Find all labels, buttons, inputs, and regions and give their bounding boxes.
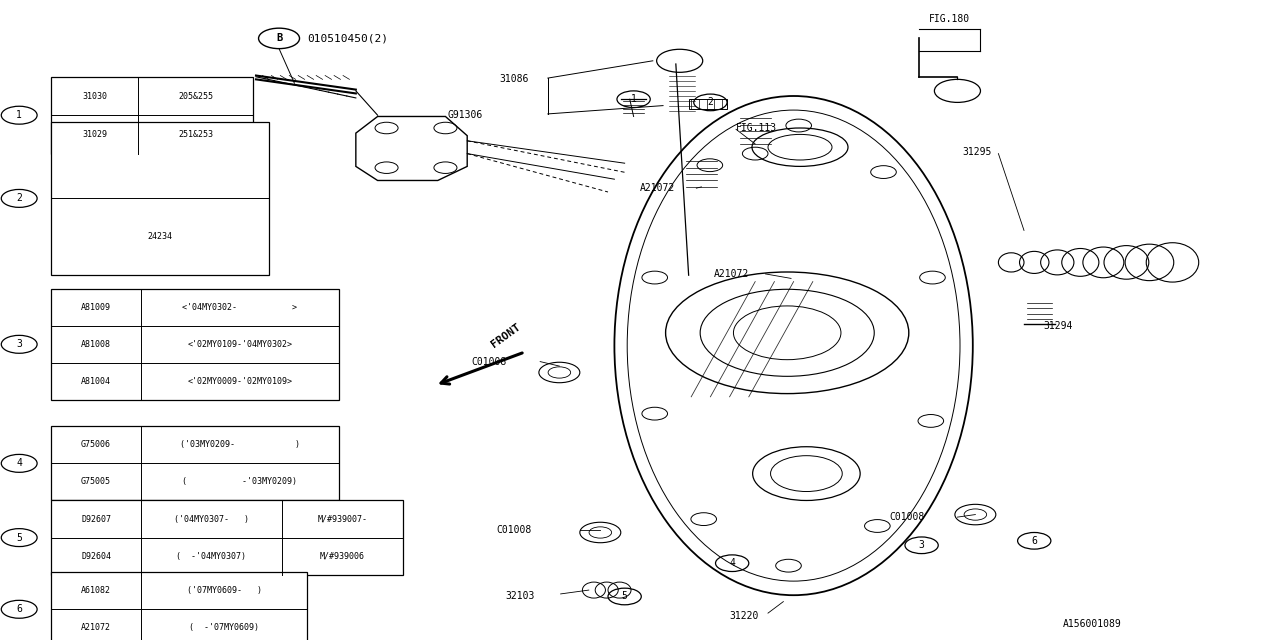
Text: C01008: C01008 [471, 356, 507, 367]
Text: 4: 4 [730, 558, 735, 568]
Text: C01008: C01008 [890, 512, 925, 522]
Bar [689, 99, 727, 109]
Text: 3: 3 [17, 339, 22, 349]
Text: 1: 1 [17, 110, 22, 120]
Text: 24234: 24234 [147, 232, 173, 241]
Text: A21072: A21072 [714, 269, 750, 279]
Text: A81004: A81004 [81, 377, 111, 386]
Text: 3: 3 [919, 540, 924, 550]
Text: FRONT: FRONT [489, 321, 522, 349]
Text: 6: 6 [17, 604, 22, 614]
Text: 5: 5 [17, 532, 22, 543]
Text: FIG.180: FIG.180 [929, 14, 970, 24]
Text: 251&253: 251&253 [178, 130, 214, 139]
Text: 1: 1 [631, 94, 636, 104]
Text: A61082: A61082 [81, 586, 111, 595]
Bar [51, 426, 339, 500]
Bar [51, 122, 269, 275]
Text: 32103: 32103 [506, 591, 535, 602]
Bar [51, 77, 253, 154]
Text: A81009: A81009 [81, 303, 111, 312]
Text: <'02MY0009-'02MY0109>: <'02MY0009-'02MY0109> [187, 377, 293, 386]
Bar [51, 500, 403, 575]
Text: G75005: G75005 [81, 477, 111, 486]
Text: 2: 2 [17, 193, 22, 204]
Bar [51, 572, 307, 640]
Text: (           -'03MY0209): ( -'03MY0209) [183, 477, 297, 486]
Text: A81008: A81008 [81, 340, 111, 349]
Text: A156001089: A156001089 [1062, 619, 1121, 629]
Text: D92604: D92604 [81, 552, 111, 561]
Text: M/#939006: M/#939006 [320, 552, 365, 561]
Text: ('03MY0209-            ): ('03MY0209- ) [180, 440, 300, 449]
Text: <'04MY0302-           >: <'04MY0302- > [183, 303, 297, 312]
Text: 31086: 31086 [499, 74, 529, 84]
Bar [51, 289, 339, 400]
Text: (  -'07MY0609): ( -'07MY0609) [189, 623, 259, 632]
Text: 31295: 31295 [963, 147, 992, 157]
Text: (  -'04MY0307): ( -'04MY0307) [177, 552, 246, 561]
Text: 4: 4 [17, 458, 22, 468]
Text: A21072: A21072 [81, 623, 111, 632]
Text: 2: 2 [708, 97, 713, 108]
Text: <'02MY0109-'04MY0302>: <'02MY0109-'04MY0302> [187, 340, 293, 349]
Text: 31029: 31029 [82, 130, 108, 139]
Text: C01008: C01008 [497, 525, 532, 535]
Text: ('07MY0609-   ): ('07MY0609- ) [187, 586, 261, 595]
Text: ('04MY0307-   ): ('04MY0307- ) [174, 515, 248, 524]
Text: 31030: 31030 [82, 92, 108, 100]
Text: G91306: G91306 [448, 110, 484, 120]
Text: B: B [276, 33, 282, 44]
Text: 31220: 31220 [730, 611, 759, 621]
Text: D92607: D92607 [81, 515, 111, 524]
Text: 31294: 31294 [1043, 321, 1073, 332]
Text: FIG.113: FIG.113 [736, 123, 777, 133]
Text: 205&255: 205&255 [178, 92, 214, 100]
Text: M/#939007-: M/#939007- [317, 515, 367, 524]
Text: 5: 5 [622, 591, 627, 602]
Text: G75006: G75006 [81, 440, 111, 449]
Text: A21072: A21072 [640, 183, 676, 193]
Text: 010510450(2): 010510450(2) [307, 33, 388, 44]
Text: 6: 6 [1032, 536, 1037, 546]
